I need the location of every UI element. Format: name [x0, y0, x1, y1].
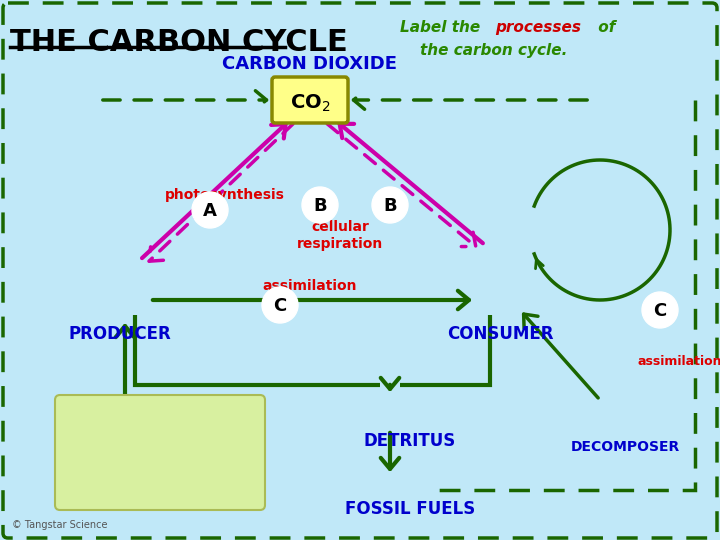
Circle shape	[192, 192, 228, 228]
Text: 4)  peat: 4) peat	[72, 484, 132, 497]
Text: THE CARBON CYCLE: THE CARBON CYCLE	[10, 28, 348, 57]
Text: B: B	[313, 197, 327, 215]
Text: A: A	[203, 202, 217, 220]
Text: of: of	[593, 20, 616, 35]
Text: C: C	[274, 297, 287, 315]
Text: photosynthesis: photosynthesis	[165, 188, 285, 202]
Text: assimilation: assimilation	[263, 279, 357, 293]
Text: cellular
respiration: cellular respiration	[297, 220, 383, 251]
Text: CARBON DIOXIDE: CARBON DIOXIDE	[222, 55, 397, 73]
Text: B: B	[383, 197, 397, 215]
Text: 3)  natural gas: 3) natural gas	[72, 462, 184, 475]
Text: CONSUMER: CONSUMER	[446, 325, 553, 343]
Circle shape	[262, 287, 298, 323]
Text: processes: processes	[495, 20, 581, 35]
Text: Label the: Label the	[400, 20, 485, 35]
Text: 1)  petroleum/oil: 1) petroleum/oil	[72, 418, 199, 431]
Circle shape	[372, 187, 408, 223]
Text: FOSSIL FUELS: FOSSIL FUELS	[345, 500, 475, 518]
FancyBboxPatch shape	[55, 395, 265, 510]
Circle shape	[642, 292, 678, 328]
Text: © Tangstar Science: © Tangstar Science	[12, 520, 107, 530]
Text: DETRITUS: DETRITUS	[364, 432, 456, 450]
Text: PRODUCER: PRODUCER	[68, 325, 171, 343]
Circle shape	[302, 187, 338, 223]
Text: CO$_2$: CO$_2$	[290, 92, 330, 113]
Text: the carbon cycle.: the carbon cycle.	[420, 43, 567, 58]
FancyBboxPatch shape	[272, 77, 348, 123]
Text: C: C	[653, 302, 667, 320]
Text: 2)  coal: 2) coal	[72, 440, 132, 453]
Text: assimilation: assimilation	[638, 355, 720, 368]
Text: DECOMPOSER: DECOMPOSER	[570, 440, 680, 454]
